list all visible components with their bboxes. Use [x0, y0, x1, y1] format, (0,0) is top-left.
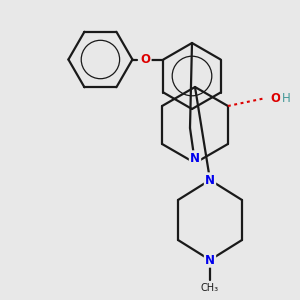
Text: N: N — [190, 152, 200, 164]
Text: O: O — [270, 92, 280, 104]
Text: O: O — [140, 53, 150, 66]
Text: N: N — [205, 173, 215, 187]
Text: H: H — [281, 92, 290, 104]
Text: CH₃: CH₃ — [201, 283, 219, 293]
Text: N: N — [205, 254, 215, 266]
